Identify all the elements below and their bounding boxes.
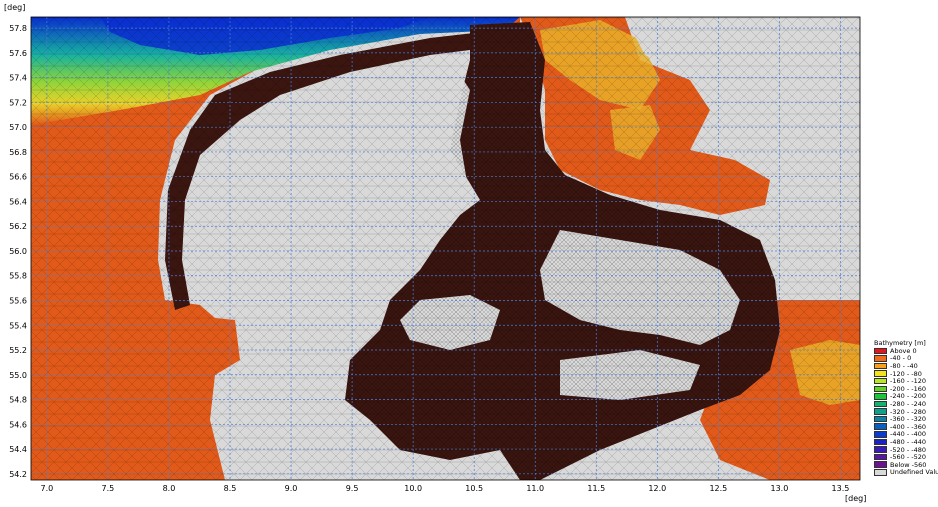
legend-item: -520 - -480	[874, 446, 938, 454]
legend-item: -120 - -80	[874, 370, 938, 378]
legend-swatch	[874, 347, 887, 355]
y-tick-label: 57.8	[9, 24, 27, 33]
grid-lines	[31, 17, 860, 480]
y-tick-label: 55.6	[9, 296, 27, 305]
y-tick-label: 55.4	[9, 321, 27, 330]
legend-swatch	[874, 377, 887, 385]
x-tick-label: 8.0	[163, 484, 176, 493]
x-tick-label: 13.0	[771, 484, 789, 493]
x-tick-label: 11.0	[526, 484, 544, 493]
y-tick-label: 56.6	[9, 173, 27, 182]
legend-item: -240 - -200	[874, 392, 938, 401]
legend-label: -520 - -480	[890, 445, 926, 454]
legend-item: -280 - -240	[874, 400, 938, 408]
legend-label: -440 - -400	[890, 430, 926, 439]
x-tick-label: 8.5	[224, 484, 237, 493]
legend-item: -360 - -320	[874, 415, 938, 423]
legend-item: -40 - 0	[874, 354, 938, 363]
y-tick-label: 56.4	[9, 197, 27, 206]
y-axis-ticks: 57.8 57.6 57.4 57.2 57.0 56.8 56.6 56.4 56.2 56.0…	[9, 24, 27, 479]
legend-item: -320 - -280	[874, 408, 938, 416]
y-tick-label: 57.4	[9, 74, 27, 83]
legend-label: -560 - -520	[890, 453, 926, 462]
legend-item: -560 - -520	[874, 453, 938, 461]
legend-label: -200 - -160	[890, 384, 926, 393]
legend-label: -160 - -120	[890, 377, 926, 386]
x-tick-label: 12.0	[648, 484, 666, 493]
y-tick-label: 55.0	[9, 371, 27, 380]
legend-swatch	[874, 423, 887, 430]
y-tick-label: 56.8	[9, 148, 27, 157]
legend-label: -240 - -200	[890, 392, 926, 401]
x-tick-label: 10.0	[404, 484, 422, 493]
legend-swatch	[874, 446, 887, 453]
x-tick-label: 9.0	[285, 484, 298, 493]
x-axis-ticks: 7.0 7.5 8.0 8.5 9.0 9.5 10.0 10.5 11.0 11.5 12.0 12…	[41, 484, 850, 493]
y-tick-label: 54.8	[9, 396, 27, 405]
legend-item: -400 - -360	[874, 423, 938, 431]
y-tick-label: 56.2	[9, 222, 27, 231]
legend-label: -400 - -360	[890, 422, 926, 431]
legend-label: -320 - -280	[890, 407, 926, 416]
y-tick-label: 54.6	[9, 420, 27, 429]
legend-swatch	[874, 431, 887, 438]
legend-swatch	[874, 453, 887, 461]
x-tick-label: 9.5	[346, 484, 359, 493]
legend-swatch	[874, 400, 887, 408]
legend-label: -80 - -40	[890, 361, 918, 370]
y-tick-label: 55.2	[9, 346, 27, 355]
y-tick-label: 54.4	[9, 445, 27, 454]
legend-label: -360 - -320	[890, 415, 926, 424]
x-tick-label: 7.0	[41, 484, 54, 493]
legend-swatch	[874, 362, 887, 370]
legend-swatch	[874, 461, 887, 468]
legend-label: Undefined Value	[890, 468, 938, 477]
bathymetry-legend: Bathymetry [m] Above 0 -40 - 0 -80 - -40 -1…	[874, 339, 938, 476]
legend-title: Bathymetry [m]	[874, 339, 926, 347]
y-tick-label: 55.8	[9, 272, 27, 281]
legend-item: -440 - -400	[874, 430, 938, 439]
y-tick-label: 57.6	[9, 49, 27, 58]
y-tick-label: 56.0	[9, 247, 27, 256]
x-tick-label: 7.5	[102, 484, 115, 493]
legend-item: -160 - -120	[874, 377, 938, 385]
legend-swatch	[874, 408, 887, 415]
legend-label: -120 - -80	[890, 369, 922, 378]
y-tick-label: 57.2	[9, 98, 27, 107]
legend-swatch	[874, 355, 887, 362]
legend-item: Below -560	[874, 461, 938, 469]
plot-frame	[30, 16, 861, 481]
legend-item: -80 - -40	[874, 362, 938, 370]
legend-item: Above 0	[874, 347, 938, 355]
x-tick-label: 13.5	[832, 484, 850, 493]
legend-item: -480 - -440	[874, 438, 938, 446]
legend-label: Above 0	[890, 346, 917, 355]
legend-swatch	[874, 370, 887, 377]
legend-swatch	[874, 415, 887, 423]
legend-swatch	[874, 385, 887, 393]
legend-label: -280 - -240	[890, 399, 926, 408]
legend-item: -200 - -160	[874, 385, 938, 393]
y-tick-label: 54.2	[9, 470, 27, 479]
x-tick-label: 10.5	[465, 484, 483, 493]
y-tick-label: 57.0	[9, 123, 27, 132]
legend-item: Undefined Value	[874, 468, 938, 477]
x-tick-label: 11.5	[587, 484, 605, 493]
x-tick-label: 12.5	[709, 484, 727, 493]
legend-label: -480 - -440	[890, 437, 926, 446]
y-axis-unit: [deg]	[4, 3, 25, 12]
legend-swatch	[874, 469, 887, 476]
legend-swatch	[874, 393, 887, 400]
legend-swatch	[874, 438, 887, 446]
x-axis-unit: [deg]	[845, 494, 866, 503]
legend-label: -40 - 0	[890, 354, 912, 363]
legend-label: Below -560	[890, 460, 927, 469]
